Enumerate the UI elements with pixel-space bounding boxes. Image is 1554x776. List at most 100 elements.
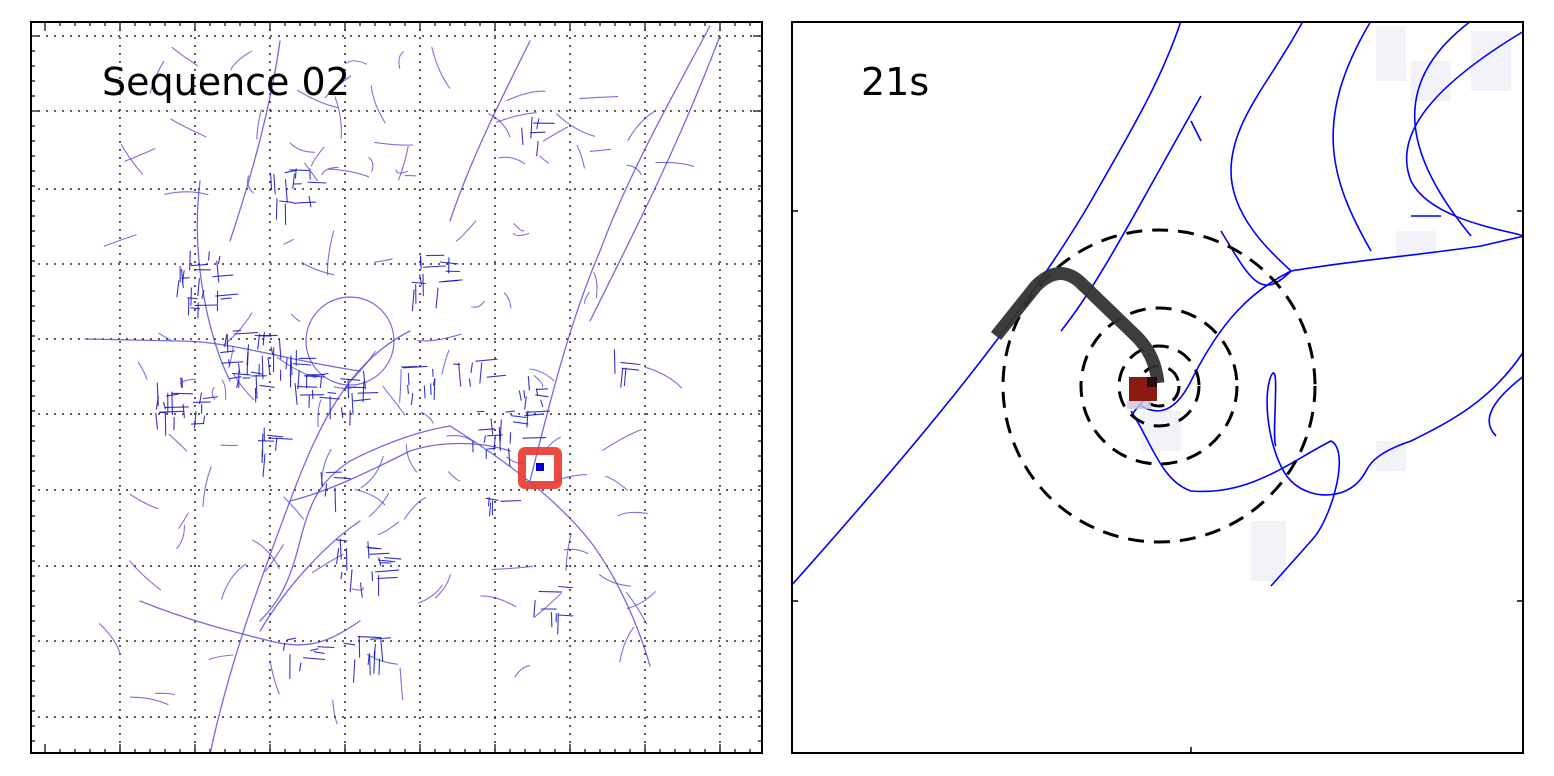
street [384, 557, 402, 560]
street [182, 403, 185, 418]
street [226, 333, 229, 353]
street [557, 614, 574, 617]
minor-road [368, 492, 390, 518]
street [378, 557, 382, 567]
street [509, 432, 512, 444]
faint-map-tiles [1141, 26, 1511, 581]
roundabout [305, 296, 395, 386]
minor-road [506, 90, 546, 102]
minor-road [178, 512, 189, 529]
minor-road [627, 110, 656, 141]
street [433, 378, 436, 401]
street [257, 333, 261, 350]
street [378, 658, 381, 676]
street [524, 396, 527, 410]
minor-road [398, 145, 409, 181]
street [279, 200, 294, 203]
street [190, 287, 192, 306]
minor-road [170, 118, 207, 138]
street [289, 169, 310, 172]
street [334, 487, 337, 513]
street [362, 370, 366, 390]
street [535, 394, 549, 398]
street [296, 386, 318, 388]
street [193, 410, 197, 429]
street [284, 179, 288, 203]
street [340, 407, 344, 419]
street [402, 365, 428, 369]
street [246, 344, 250, 366]
minor-road [455, 220, 477, 242]
arterial-road [589, 35, 721, 322]
street [299, 662, 302, 672]
minor-road [129, 560, 162, 591]
street [432, 378, 436, 386]
minor-road [252, 539, 280, 569]
street [270, 346, 274, 356]
street [317, 646, 335, 649]
minor-road [327, 230, 335, 276]
minor-road [211, 387, 216, 400]
street [159, 410, 184, 413]
overview-map-panel: Sequence 02 [30, 21, 763, 754]
minor-road [171, 46, 198, 67]
minor-road [626, 591, 656, 610]
street [336, 539, 348, 542]
street [176, 280, 180, 298]
grid-lines [30, 21, 763, 754]
street [535, 388, 539, 396]
street [282, 642, 286, 651]
overview-map [30, 21, 763, 754]
street [343, 642, 356, 646]
street [527, 375, 530, 391]
street [259, 384, 275, 388]
street [340, 571, 343, 580]
minor-road [208, 654, 234, 661]
axis-ticks [791, 210, 1524, 754]
minor-road [120, 143, 143, 175]
street [319, 396, 340, 400]
sequence-label: Sequence 02 [102, 60, 350, 104]
minor-road [301, 262, 335, 276]
street [620, 362, 641, 366]
minor-road [431, 46, 451, 89]
arterial-road [229, 40, 281, 242]
road-network [84, 25, 721, 754]
street [233, 331, 259, 335]
minor-road [644, 366, 683, 389]
minor-road [264, 544, 284, 573]
street [499, 419, 502, 443]
minor-road [348, 351, 376, 383]
minor-road [488, 113, 511, 138]
street [267, 434, 284, 438]
street [270, 173, 273, 190]
street [407, 384, 409, 394]
minor-road [311, 146, 325, 167]
minor-road [399, 667, 404, 701]
street [187, 297, 198, 300]
minor-road [230, 50, 252, 71]
street [190, 263, 209, 267]
street [489, 502, 492, 517]
street [470, 362, 473, 374]
street [278, 338, 282, 360]
minor-road [399, 368, 402, 403]
minor-road [565, 533, 572, 571]
street [307, 181, 327, 184]
street [486, 374, 507, 378]
current-location-marker [518, 447, 562, 489]
street [215, 293, 239, 297]
minor-road [321, 166, 339, 176]
street [292, 173, 295, 189]
street [333, 476, 351, 480]
street [262, 453, 266, 478]
street [538, 590, 563, 593]
minor-road [366, 653, 399, 665]
arterial-road [196, 180, 231, 382]
street [156, 382, 159, 407]
street [267, 356, 271, 374]
street [530, 116, 533, 139]
minor-road [221, 563, 247, 600]
street [171, 391, 173, 416]
minor-road [529, 368, 555, 382]
